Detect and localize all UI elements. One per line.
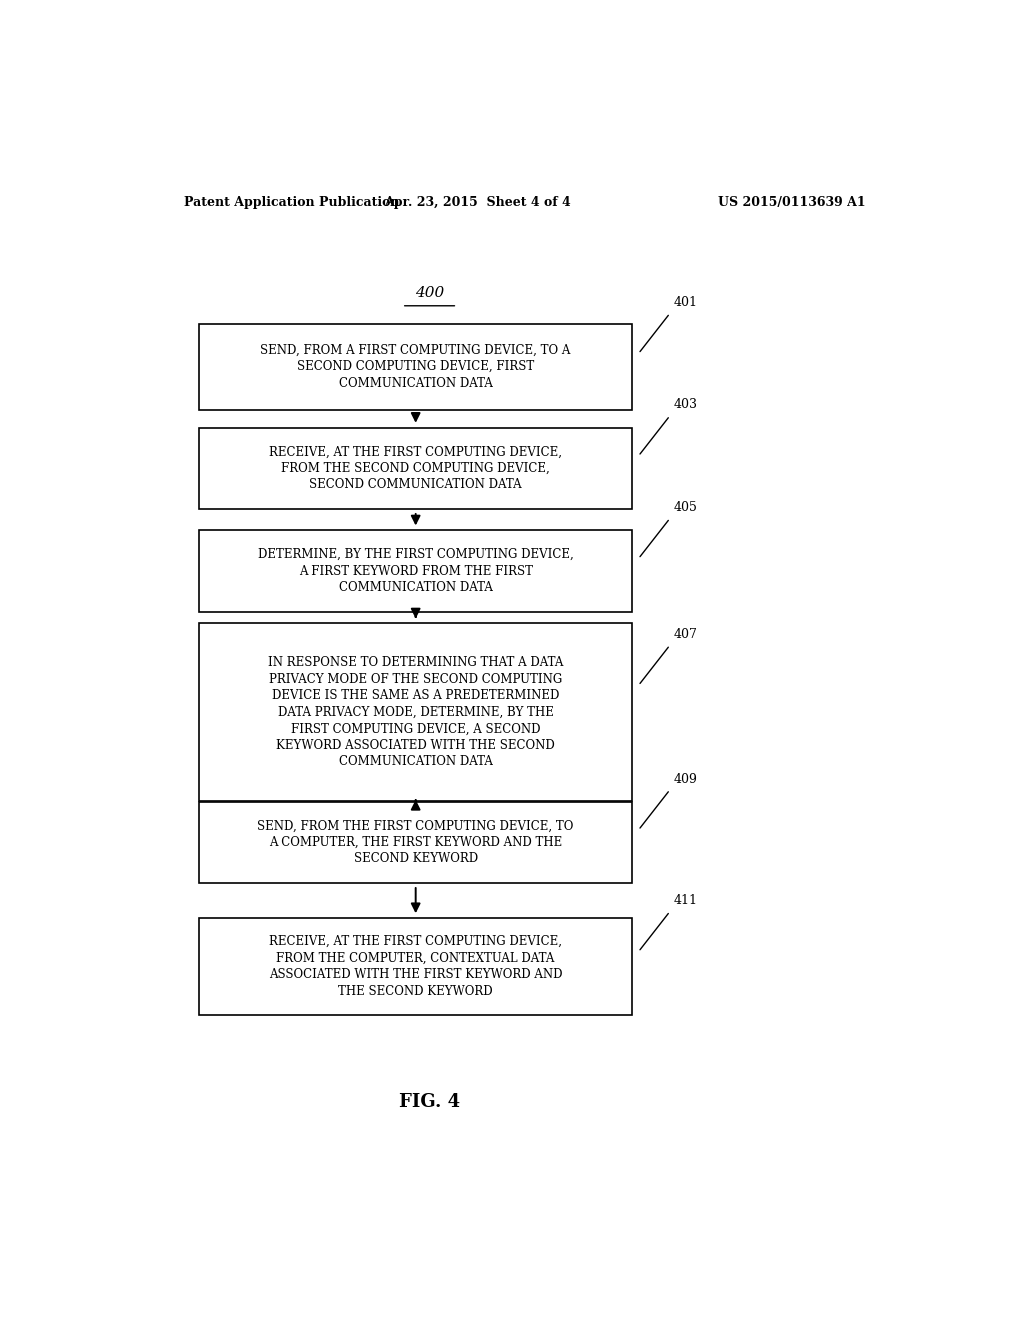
Text: RECEIVE, AT THE FIRST COMPUTING DEVICE,
FROM THE SECOND COMPUTING DEVICE,
SECOND: RECEIVE, AT THE FIRST COMPUTING DEVICE, …: [269, 445, 562, 491]
Text: IN RESPONSE TO DETERMINING THAT A DATA
PRIVACY MODE OF THE SECOND COMPUTING
DEVI: IN RESPONSE TO DETERMINING THAT A DATA P…: [268, 656, 563, 768]
Text: 405: 405: [674, 502, 698, 515]
FancyBboxPatch shape: [200, 919, 632, 1015]
Text: DETERMINE, BY THE FIRST COMPUTING DEVICE,
A FIRST KEYWORD FROM THE FIRST
COMMUNI: DETERMINE, BY THE FIRST COMPUTING DEVICE…: [258, 548, 573, 594]
Text: 400: 400: [415, 285, 444, 300]
FancyBboxPatch shape: [200, 801, 632, 883]
FancyBboxPatch shape: [200, 428, 632, 510]
Text: US 2015/0113639 A1: US 2015/0113639 A1: [719, 195, 866, 209]
Text: 403: 403: [674, 399, 698, 412]
Text: Patent Application Publication: Patent Application Publication: [183, 195, 399, 209]
Text: 409: 409: [674, 772, 698, 785]
FancyBboxPatch shape: [200, 323, 632, 411]
Text: 411: 411: [674, 894, 698, 907]
Text: FIG. 4: FIG. 4: [399, 1093, 460, 1110]
FancyBboxPatch shape: [200, 623, 632, 801]
Text: SEND, FROM THE FIRST COMPUTING DEVICE, TO
A COMPUTER, THE FIRST KEYWORD AND THE
: SEND, FROM THE FIRST COMPUTING DEVICE, T…: [257, 820, 573, 866]
Text: Apr. 23, 2015  Sheet 4 of 4: Apr. 23, 2015 Sheet 4 of 4: [384, 195, 570, 209]
Text: 401: 401: [674, 296, 698, 309]
Text: 407: 407: [674, 628, 698, 642]
Text: RECEIVE, AT THE FIRST COMPUTING DEVICE,
FROM THE COMPUTER, CONTEXTUAL DATA
ASSOC: RECEIVE, AT THE FIRST COMPUTING DEVICE, …: [269, 935, 562, 998]
FancyBboxPatch shape: [200, 531, 632, 611]
Text: SEND, FROM A FIRST COMPUTING DEVICE, TO A
SECOND COMPUTING DEVICE, FIRST
COMMUNI: SEND, FROM A FIRST COMPUTING DEVICE, TO …: [260, 343, 570, 389]
